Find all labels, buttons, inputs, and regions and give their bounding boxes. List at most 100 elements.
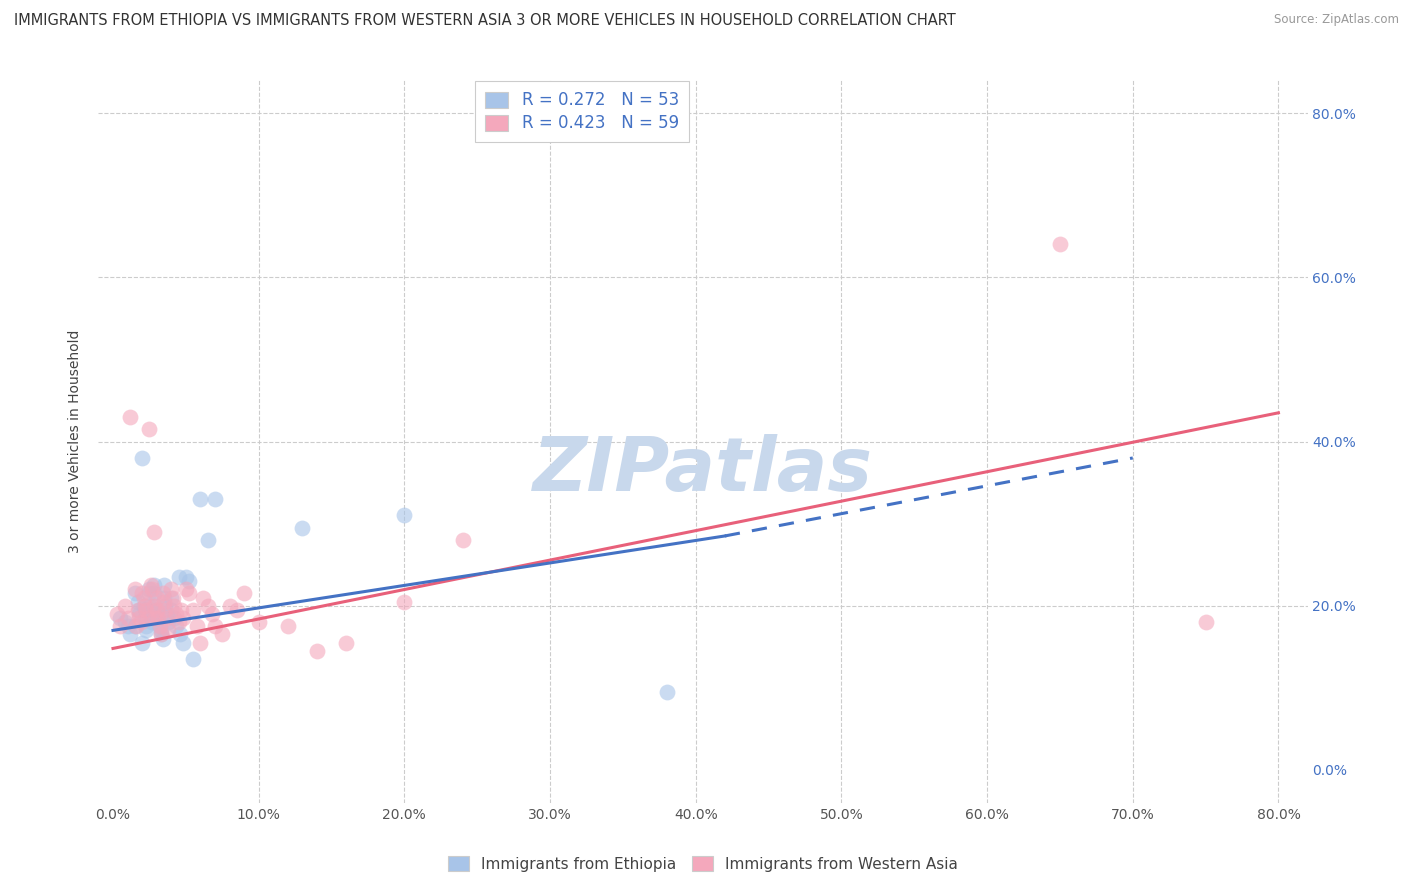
Point [146, 611, 169, 625]
Point [152, 586, 174, 600]
Point [139, 603, 162, 617]
Point [136, 611, 159, 625]
Point [174, 570, 197, 584]
Point [105, 607, 128, 621]
Point [143, 611, 166, 625]
Point [160, 582, 183, 597]
Point [142, 524, 165, 539]
Point [134, 603, 156, 617]
Point [152, 632, 174, 646]
Point [655, 685, 678, 699]
Point [190, 491, 212, 506]
Point [138, 582, 160, 597]
Point [181, 603, 204, 617]
Point [204, 619, 226, 633]
Point [145, 607, 167, 621]
Point [165, 607, 187, 621]
Point [127, 594, 149, 608]
Point [291, 521, 314, 535]
Point [142, 586, 165, 600]
Point [124, 619, 146, 633]
Point [174, 582, 197, 597]
Point [134, 611, 156, 625]
Point [128, 603, 150, 617]
Point [145, 603, 167, 617]
Point [110, 619, 132, 633]
Point [157, 624, 180, 638]
Point [394, 508, 416, 523]
Point [124, 582, 146, 597]
Point [141, 615, 163, 630]
Point [177, 574, 200, 588]
Point [451, 533, 474, 547]
Text: Source: ZipAtlas.com: Source: ZipAtlas.com [1274, 13, 1399, 27]
Point [170, 603, 193, 617]
Point [132, 599, 155, 613]
Point [277, 619, 299, 633]
Point [160, 591, 183, 605]
Point [163, 599, 186, 613]
Point [131, 450, 153, 465]
Point [145, 603, 167, 617]
Point [156, 607, 179, 621]
Point [157, 615, 180, 630]
Text: IMMIGRANTS FROM ETHIOPIA VS IMMIGRANTS FROM WESTERN ASIA 3 OR MORE VEHICLES IN H: IMMIGRANTS FROM ETHIOPIA VS IMMIGRANTS F… [14, 13, 956, 29]
Point [163, 611, 186, 625]
Point [156, 611, 179, 625]
Point [153, 578, 176, 592]
Point [190, 636, 212, 650]
Point [135, 624, 157, 638]
Point [172, 611, 194, 625]
Point [120, 409, 142, 424]
Point [1049, 237, 1071, 252]
Point [114, 599, 136, 613]
Point [150, 627, 173, 641]
Point [120, 627, 142, 641]
Point [132, 591, 155, 605]
Point [134, 599, 156, 613]
Point [155, 599, 177, 613]
Point [131, 636, 153, 650]
Point [1194, 615, 1216, 630]
Point [125, 619, 148, 633]
Point [145, 591, 167, 605]
Point [197, 599, 219, 613]
Point [110, 611, 132, 625]
Point [211, 627, 233, 641]
Point [167, 570, 190, 584]
Point [186, 619, 208, 633]
Point [135, 619, 157, 633]
Point [394, 594, 416, 608]
Point [193, 591, 215, 605]
Point [139, 578, 162, 592]
Point [169, 627, 191, 641]
Point [177, 586, 200, 600]
Point [142, 599, 165, 613]
Point [135, 603, 157, 617]
Point [117, 619, 139, 633]
Point [153, 591, 176, 605]
Point [335, 636, 357, 650]
Point [162, 591, 184, 605]
Point [141, 582, 163, 597]
Point [138, 599, 160, 613]
Y-axis label: 3 or more Vehicles in Household: 3 or more Vehicles in Household [69, 330, 83, 553]
Point [127, 603, 149, 617]
Point [138, 422, 160, 436]
Point [117, 611, 139, 625]
Point [150, 624, 173, 638]
Point [153, 594, 176, 608]
Point [160, 603, 183, 617]
Point [142, 578, 165, 592]
Point [305, 644, 328, 658]
Legend: Immigrants from Ethiopia, Immigrants from Western Asia: Immigrants from Ethiopia, Immigrants fro… [441, 850, 965, 878]
Point [204, 491, 226, 506]
Point [114, 615, 136, 630]
Text: ZIPatlas: ZIPatlas [533, 434, 873, 507]
Point [128, 607, 150, 621]
Point [139, 611, 162, 625]
Point [124, 586, 146, 600]
Point [165, 619, 187, 633]
Point [225, 603, 247, 617]
Point [197, 533, 219, 547]
